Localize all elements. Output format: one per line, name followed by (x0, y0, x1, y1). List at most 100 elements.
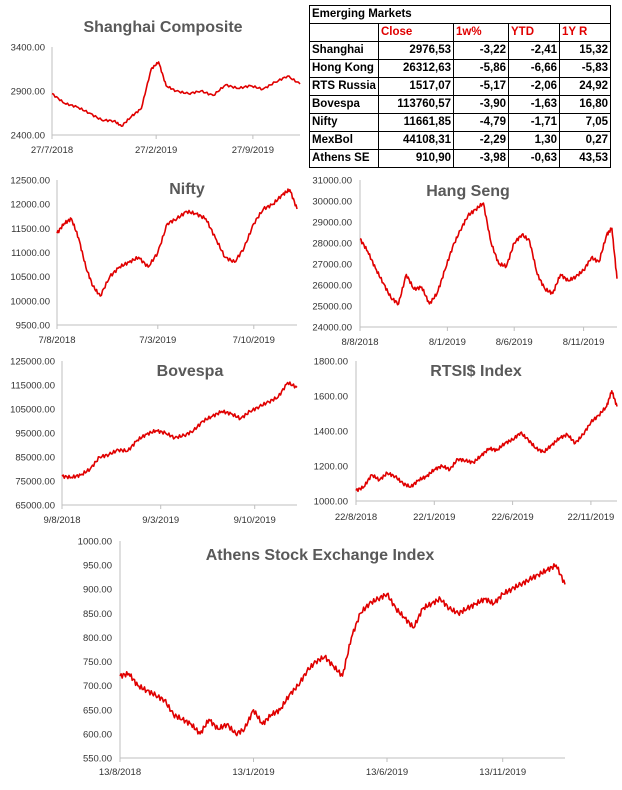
y-tick-label: 1400.00 (314, 427, 348, 438)
x-tick-label: 22/6/2019 (491, 512, 533, 523)
row-ytd: -2,06 (508, 77, 560, 96)
chart-title: Bovespa (157, 363, 224, 380)
emerging-markets-table: Emerging Markets Close 1w% YTD 1Y R Shan… (309, 5, 611, 168)
chart-hangseng: Hang Seng 31000.00 30000.00 29000.00 28000.0… (312, 176, 618, 348)
x-tick-label: 7/3/2019 (139, 335, 176, 346)
row-close: 2976,53 (378, 41, 454, 60)
table-row: Athens SE 910,90 -3,98 -0,63 43,53 (309, 149, 611, 168)
row-1y: -5,83 (559, 59, 611, 78)
series-line (355, 389, 618, 493)
y-tick-label: 11500.00 (11, 224, 50, 235)
y-tick-label: 12500.00 (10, 176, 50, 187)
y-tick-label: 1200.00 (314, 462, 348, 473)
x-tick-label: 22/11/2019 (567, 512, 614, 523)
row-close: 44108,31 (378, 131, 454, 150)
header-1w: 1w% (453, 23, 509, 42)
row-1y: 16,80 (559, 95, 611, 114)
y-tick-label: 650.00 (83, 705, 112, 716)
x-tick-label: 13/1/2019 (232, 767, 274, 778)
row-ytd: -1,71 (508, 113, 560, 132)
y-tick-label: 75000.00 (15, 477, 55, 488)
row-name: Nifty (309, 113, 379, 132)
x-tick-label: 8/11/2019 (563, 337, 605, 348)
table-title: Emerging Markets (309, 5, 611, 24)
x-tick-label: 8/6/2019 (496, 337, 533, 348)
y-tick-label: 29000.00 (312, 218, 352, 229)
x-tick-label: 27/2/2019 (135, 145, 177, 156)
y-tick-label: 10500.00 (10, 272, 50, 283)
row-close: 1517,07 (378, 77, 454, 96)
x-tick-label: 13/11/2019 (479, 767, 526, 778)
row-ytd: -0,63 (508, 149, 560, 168)
table-title-row: Emerging Markets (309, 5, 611, 24)
row-ytd: -6,66 (508, 59, 560, 78)
table-row: MexBol 44108,31 -2,29 1,30 0,27 (309, 131, 611, 150)
chart-athens: Athens Stock Exchange Index 1000.00 950.00… (78, 537, 566, 778)
header-1y: 1Y R (559, 23, 611, 42)
y-tick-label: 11000.00 (11, 248, 50, 259)
y-tick-label: 85000.00 (15, 453, 55, 464)
row-1w: -3,22 (453, 41, 509, 60)
y-tick-label: 1600.00 (314, 392, 348, 403)
series-line (51, 61, 301, 127)
x-tick-label: 22/1/2019 (413, 512, 455, 523)
y-tick-label: 9500.00 (16, 321, 50, 332)
row-ytd: 1,30 (508, 131, 560, 150)
y-tick-label: 1000.00 (78, 537, 112, 548)
row-1y: 7,05 (559, 113, 611, 132)
series-line (359, 202, 618, 306)
y-tick-label: 105000.00 (10, 405, 55, 416)
row-name: RTS Russia (309, 77, 379, 96)
chart-bovespa: Bovespa 125000.00 115000.00 105000.00 95000.… (10, 357, 298, 526)
row-close: 26312,63 (378, 59, 454, 78)
header-close: Close (378, 23, 454, 42)
row-close: 113760,57 (378, 95, 454, 114)
y-tick-label: 3400.00 (11, 43, 45, 54)
y-tick-label: 10000.00 (10, 296, 50, 307)
header-ytd: YTD (508, 23, 560, 42)
y-tick-label: 30000.00 (312, 197, 352, 208)
table-header-row: Close 1w% YTD 1Y R (309, 23, 611, 42)
y-tick-label: 28000.00 (312, 239, 352, 250)
y-tick-label: 950.00 (83, 561, 112, 572)
chart-title: Hang Seng (426, 183, 510, 200)
row-1y: 0,27 (559, 131, 611, 150)
x-tick-label: 7/10/2019 (233, 335, 275, 346)
y-tick-label: 600.00 (83, 729, 112, 740)
x-tick-label: 8/8/2018 (342, 337, 379, 348)
table-row: Hong Kong 26312,63 -5,86 -6,66 -5,83 (309, 59, 611, 78)
row-1w: -5,17 (453, 77, 509, 96)
y-tick-label: 31000.00 (312, 176, 352, 187)
chart-shanghai: Shanghai Composite 3400.00 2900.00 2400.00 2… (11, 19, 301, 156)
row-ytd: -1,63 (508, 95, 560, 114)
x-tick-label: 9/10/2019 (234, 515, 276, 526)
y-tick-label: 25000.00 (312, 302, 352, 313)
row-1w: -2,29 (453, 131, 509, 150)
y-tick-label: 26000.00 (312, 281, 352, 292)
row-close: 910,90 (378, 149, 454, 168)
x-tick-label: 27/9/2019 (232, 145, 274, 156)
y-tick-label: 65000.00 (15, 501, 55, 512)
row-name: Hong Kong (309, 59, 379, 78)
y-tick-label: 700.00 (83, 681, 112, 692)
x-tick-label: 13/6/2019 (366, 767, 408, 778)
row-1y: 15,32 (559, 41, 611, 60)
x-tick-label: 27/7/2018 (31, 145, 73, 156)
chart-title: Shanghai Composite (83, 19, 242, 36)
y-tick-label: 2400.00 (11, 131, 45, 142)
row-name: MexBol (309, 131, 379, 150)
y-tick-label: 850.00 (83, 609, 112, 620)
row-ytd: -2,41 (508, 41, 560, 60)
y-tick-label: 125000.00 (10, 357, 55, 368)
x-tick-label: 8/1/2019 (429, 337, 466, 348)
x-tick-label: 7/8/2018 (39, 335, 76, 346)
x-tick-label: 9/8/2018 (44, 515, 81, 526)
table-row: Nifty 11661,85 -4,79 -1,71 7,05 (309, 113, 611, 132)
row-1w: -5,86 (453, 59, 509, 78)
y-tick-label: 95000.00 (15, 429, 55, 440)
y-tick-label: 750.00 (83, 657, 112, 668)
table-row: Shanghai 2976,53 -3,22 -2,41 15,32 (309, 41, 611, 60)
x-tick-label: 22/8/2018 (335, 512, 377, 523)
row-close: 11661,85 (378, 113, 454, 132)
row-name: Athens SE (309, 149, 379, 168)
